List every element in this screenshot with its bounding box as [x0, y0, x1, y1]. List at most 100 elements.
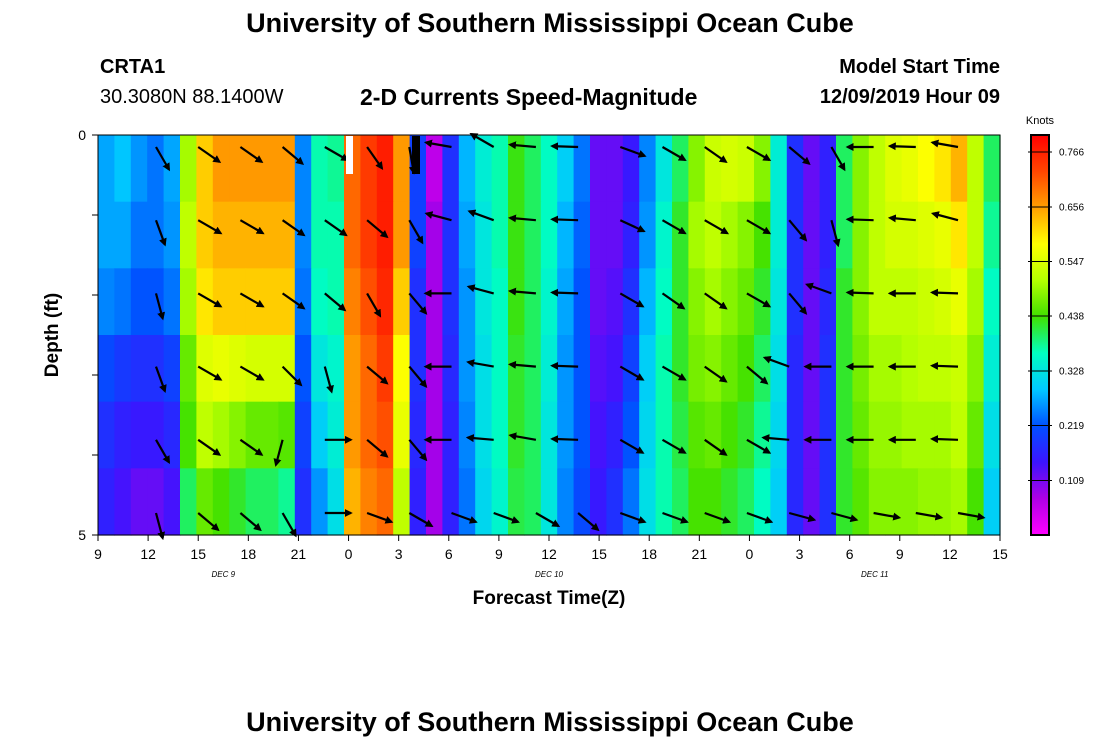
current-arrow	[508, 141, 536, 150]
heatmap-cell	[130, 201, 148, 269]
heatmap-cell	[622, 135, 640, 203]
heatmap-cell	[770, 201, 788, 269]
x-tick-label: 15	[190, 546, 206, 562]
heatmap-cell	[918, 201, 935, 269]
heatmap-cell	[918, 468, 935, 536]
heatmap-cell	[163, 335, 181, 403]
heatmap-cell	[622, 268, 640, 336]
heatmap-cell	[983, 201, 1001, 269]
current-arrow	[155, 439, 171, 465]
x-tick-label: 9	[495, 546, 503, 562]
heatmap-cell	[573, 135, 591, 203]
current-arrow	[805, 282, 832, 295]
colorbar-tick-label: 0.109	[1059, 476, 1084, 487]
heatmap-cell	[704, 335, 722, 403]
heatmap-cell	[557, 468, 575, 536]
heatmap-cell	[344, 335, 361, 403]
heatmap-cell	[557, 401, 575, 469]
heatmap-cell	[918, 268, 935, 336]
heatmap-cell	[721, 135, 739, 203]
heatmap-cell	[376, 468, 394, 536]
current-arrow	[845, 288, 874, 297]
current-arrow	[887, 214, 916, 223]
x-tick-label: 18	[241, 546, 257, 562]
heatmap-cell	[147, 401, 165, 469]
heatmap-cell	[836, 335, 853, 403]
heatmap-cell	[655, 135, 673, 203]
heatmap-cell	[786, 335, 804, 403]
heatmap-cell	[573, 335, 591, 403]
current-arrow	[408, 292, 428, 315]
current-arrow	[930, 211, 959, 222]
current-arrow	[424, 211, 452, 222]
x-tick-label: 0	[746, 546, 754, 562]
current-arrow	[550, 435, 579, 444]
heatmap-cell	[721, 268, 739, 336]
heatmap-cell	[393, 135, 411, 203]
heatmap-cell	[639, 335, 657, 403]
heatmap-cell	[393, 201, 411, 269]
current-arrow	[239, 219, 265, 235]
current-arrow	[661, 438, 687, 454]
current-arrow	[366, 438, 389, 458]
current-arrow	[661, 146, 687, 162]
date-label: DEC 9	[211, 570, 235, 579]
heatmap-cell	[196, 268, 214, 336]
heatmap-cell	[196, 401, 214, 469]
current-arrow	[873, 511, 902, 521]
heatmap-cell	[98, 201, 115, 269]
current-arrow	[619, 292, 645, 308]
heatmap-cell	[983, 335, 1001, 403]
current-arrow	[619, 511, 647, 524]
current-arrow	[366, 292, 382, 318]
x-axis-label: Forecast Time(Z)	[473, 588, 626, 609]
heatmap-cell	[606, 201, 624, 269]
heatmap-cell	[245, 201, 263, 269]
heatmap-cell	[819, 401, 837, 469]
heatmap-cell	[967, 201, 985, 269]
heatmap-cell	[278, 468, 296, 536]
heatmap-cell	[376, 268, 394, 336]
heatmap-cell	[672, 401, 689, 469]
heatmap-cell	[803, 468, 821, 536]
current-arrow	[619, 219, 646, 233]
current-arrow	[746, 146, 772, 161]
current-arrow	[761, 434, 790, 443]
station-id: CRTA1	[100, 56, 166, 78]
heatmap-cell	[327, 201, 345, 269]
heatmap-cell	[721, 468, 739, 536]
current-arrow	[550, 215, 579, 224]
heatmap-cell	[819, 468, 837, 536]
heatmap-cell	[754, 468, 771, 536]
heatmap-cell	[737, 135, 755, 203]
heatmap-cell	[130, 335, 148, 403]
x-tick-label: 21	[692, 546, 708, 562]
current-arrow	[619, 365, 645, 381]
current-arrow	[408, 365, 428, 389]
heatmap-cell	[393, 335, 411, 403]
heatmap-cell	[557, 201, 575, 269]
heatmap-cell	[983, 468, 1001, 536]
heatmap-cell	[967, 401, 985, 469]
heatmap-cell	[180, 135, 197, 203]
heatmap-cell	[885, 401, 903, 469]
heatmap-cell	[360, 201, 378, 269]
heatmap-cell	[655, 201, 673, 269]
heatmap-cell	[393, 401, 411, 469]
current-arrow	[746, 511, 774, 524]
heatmap-cells	[98, 135, 1001, 536]
heatmap-cell	[376, 335, 394, 403]
heatmap-cell	[819, 268, 837, 336]
colorbar-tick-label: 0.766	[1059, 148, 1084, 159]
y-tick-label: 0	[78, 127, 86, 143]
x-tick-label: 12	[140, 546, 156, 562]
heatmap-cell	[540, 201, 558, 269]
heatmap-cell	[426, 468, 443, 536]
heatmap-cell	[114, 201, 132, 269]
colorbar-tick-label: 0.547	[1059, 257, 1084, 268]
heatmap-cell	[491, 468, 509, 536]
heatmap-cell	[376, 401, 394, 469]
x-tick-label: 21	[291, 546, 307, 562]
heatmap-cell	[344, 468, 361, 536]
heatmap-cell	[458, 335, 476, 403]
